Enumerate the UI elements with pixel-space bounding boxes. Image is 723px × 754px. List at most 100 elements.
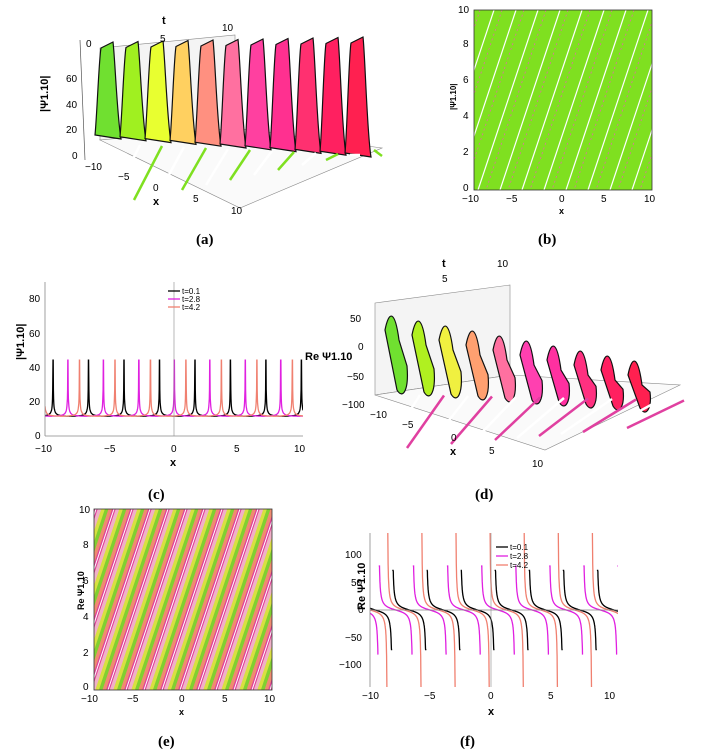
panel-d-floor-stripe: [538, 397, 589, 437]
panel-d-z-tick-m50: −50: [347, 372, 364, 383]
panel-e-stripe: [94, 509, 149, 673]
panel-d-caption: (d): [475, 487, 493, 503]
panel-b-stripe-dots: [662, 10, 722, 190]
panel-a-peak-2: [144, 40, 172, 144]
panel-c-x-tick-3: 5: [234, 444, 240, 455]
panel-b-stripe: [477, 10, 539, 190]
panel-e-contour: [269, 682, 272, 690]
panel-a-floor-stripe: [108, 144, 142, 206]
panel-f-caption: (f): [460, 734, 475, 750]
panel-c-x-tick-4: 10: [294, 444, 306, 455]
panel-e-stripe: [0, 509, 53, 690]
panel-e-x-tick-1: −5: [127, 694, 139, 705]
panel-e-stripe: [0, 509, 42, 690]
panel-b-stripe: [631, 128, 652, 190]
panel-e-stripe: [145, 509, 210, 690]
panel-e-stripe: [0, 509, 20, 690]
panel-b-stripe: [499, 10, 561, 190]
panel-a-peak-6: [244, 38, 272, 151]
panel-b-stripe: [676, 10, 723, 190]
panel-e-stripe: [149, 509, 213, 690]
panel-f-y-tick-100: 100: [345, 550, 362, 561]
panel-e-stripe: [277, 509, 337, 690]
panel-c-y-label: |Ψ1.10|: [15, 324, 27, 360]
panel-b-x-tick-3: 5: [601, 194, 607, 205]
panel-e-stripe: [207, 509, 271, 690]
panel-d-t-label: t: [442, 258, 446, 270]
panel-e-stripe: [22, 509, 82, 690]
panel-e-stripe: [246, 613, 272, 690]
panel-a-peak-3: [169, 39, 197, 146]
panel-a-floor-stripe: [373, 149, 383, 157]
panel-c-x-label: x: [170, 457, 177, 469]
panel-e-stripe: [0, 509, 31, 690]
panel-a-floor-stripe: [301, 152, 317, 166]
panel-a-surface: [94, 36, 383, 206]
panel-d-x-tick-1: −5: [402, 420, 414, 431]
panel-b-stripe: [521, 10, 583, 190]
panel-e-stripe: [185, 509, 249, 690]
panel-e-stripe: [0, 509, 10, 690]
panel-e-stripe: [281, 509, 341, 690]
panel-a-floor-stripe: [277, 151, 295, 171]
panel-e-y-label: Re Ψ1.10: [76, 571, 86, 610]
panel-d-wave-1: [411, 320, 435, 397]
panel-b-stripe: [474, 10, 495, 72]
panel-e-stripe: [167, 509, 231, 690]
panel-e-contour: [215, 519, 272, 690]
panel-a-t-label: t: [162, 15, 166, 27]
panel-e-y-tick-0: 0: [83, 682, 89, 693]
panel-c-legend-label-0: t=0.1: [182, 287, 201, 296]
panel-e-stripe: [135, 509, 199, 690]
panel-c-y-tick-80: 80: [29, 294, 41, 305]
panel-f-y-label: Re Ψ1.10: [356, 563, 368, 610]
panel-e-stripe: [0, 509, 35, 690]
panel-a-peak-10: [344, 36, 372, 158]
panel-c-y-tick-40: 40: [29, 363, 41, 374]
panel-a-floor-stripe: [180, 147, 208, 191]
panel-b-plot-area: [474, 10, 652, 190]
panel-b-caption: (b): [538, 232, 556, 248]
panel-d-floor-stripe: [604, 398, 661, 432]
panel-b-stripe-dots: [507, 10, 569, 190]
panel-e-contour: [0, 509, 24, 690]
panel-d-x-tick-2: 0: [451, 433, 457, 444]
panel-f-legend-label-1: t=2.8: [510, 552, 529, 561]
panel-c-caption: (c): [148, 487, 165, 503]
panel-e: 0 2 4 6 8 10 Re Ψ1.10 −10 −5 0 5 10 x (e…: [0, 505, 341, 750]
panel-f-x-tick-3: 5: [548, 691, 554, 702]
panel-e-stripe: [203, 509, 267, 690]
panel-e-contour: [233, 573, 272, 690]
panel-d-wave-4: [492, 335, 516, 403]
panel-e-stripe: [0, 509, 49, 690]
panel-f: t=0.1t=2.8t=4.2 100 50 0 −50 −100 Re Ψ1.…: [339, 533, 618, 750]
panel-d-floor-stripe: [494, 396, 541, 441]
panel-e-stripes: [0, 509, 341, 690]
panel-e-contour: [0, 509, 42, 690]
panel-c: t=0.1t=2.8t=4.2 0 20 40 60 80 |Ψ1.10| −1…: [15, 282, 306, 503]
panel-e-contour: [0, 509, 6, 690]
panel-d-z-tick-0: 0: [358, 342, 364, 353]
panel-e-frame: [93, 508, 273, 691]
panel-d-floor-stripe: [383, 394, 422, 451]
panel-d-wave-3: [465, 330, 489, 401]
panel-c-legend: t=0.1t=2.8t=4.2: [168, 287, 201, 312]
panel-e-stripe: [4, 509, 64, 690]
panel-b-stripe-dots: [706, 10, 723, 190]
panel-e-stripe: [271, 689, 272, 690]
panel-c-x-tick-2: 0: [171, 444, 177, 455]
panel-e-stripe: [94, 509, 127, 608]
panel-f-y-tick-0: 0: [358, 605, 364, 616]
panel-e-y-tick-10: 10: [79, 505, 91, 516]
panel-a-floor-stripe: [204, 148, 230, 186]
panel-e-stripe: [94, 509, 113, 565]
panel-d-t-tick-5: 5: [442, 274, 448, 285]
panel-e-stripe: [131, 509, 195, 690]
panel-b-stripe-dots: [474, 10, 525, 162]
panel-e-stripe: [14, 509, 74, 690]
panel-b-stripe: [565, 10, 627, 190]
panel-a-caption: (a): [196, 232, 214, 248]
panel-b-stripe-dots: [474, 10, 503, 96]
panel-a-z-tick-0: 0: [72, 151, 78, 162]
panel-e-stripe: [0, 509, 24, 690]
